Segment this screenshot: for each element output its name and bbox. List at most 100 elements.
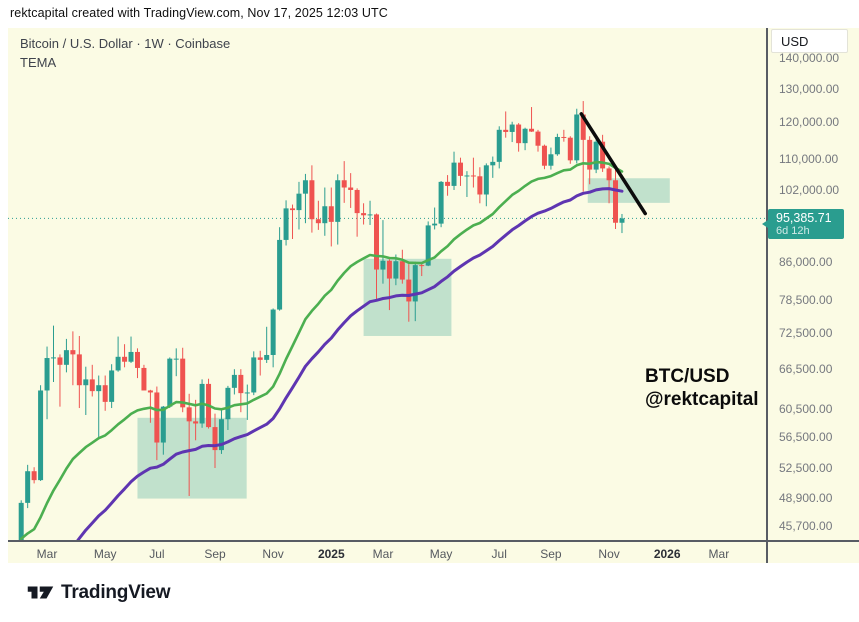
- price-tick-label: 56,500.00: [779, 430, 833, 445]
- candle-body: [412, 265, 418, 302]
- accumulation-range-2024[interactable]: [137, 417, 247, 499]
- candle-body: [38, 390, 44, 481]
- candle-body: [464, 175, 470, 177]
- candle-body: [257, 357, 263, 360]
- candle-body: [251, 357, 257, 393]
- candle-body: [134, 351, 140, 368]
- candle-body: [122, 356, 128, 362]
- candle-body: [109, 370, 115, 402]
- price-tick-label: 72,500.00: [779, 326, 833, 341]
- candle-body: [89, 379, 95, 392]
- symbol-title-line: Bitcoin / U.S. Dollar · 1W · Coinbase: [20, 36, 231, 51]
- indicator-label: TEMA: [20, 55, 57, 70]
- candle-body: [348, 187, 354, 190]
- month-label: Sep: [204, 547, 226, 561]
- candle-body: [193, 421, 199, 424]
- candle-body: [399, 261, 405, 280]
- candle-body: [160, 406, 166, 443]
- last-price-value: 95,385.71: [776, 211, 832, 226]
- tradingview-logo-text: TradingView: [61, 581, 171, 603]
- candle-body: [25, 471, 31, 503]
- currency-label[interactable]: USD: [771, 29, 848, 53]
- candle-body: [445, 181, 451, 186]
- candle-body: [277, 239, 283, 310]
- price-tick-label: 102,000.00: [779, 183, 840, 198]
- candle-body: [580, 114, 586, 140]
- candle-body: [51, 357, 56, 359]
- candle-body: [115, 356, 121, 371]
- candle-body: [283, 208, 289, 240]
- candle-body: [18, 502, 24, 540]
- candle-body: [167, 358, 173, 407]
- trendline-drawing[interactable]: [579, 112, 647, 216]
- price-tick-label: 120,000.00: [779, 115, 840, 130]
- candle-body: [483, 165, 489, 195]
- candle-body: [574, 114, 580, 161]
- price-tick-label: 140,000.00: [779, 51, 840, 65]
- candle-body: [593, 141, 599, 170]
- candle-body: [354, 189, 360, 214]
- candle-body: [31, 471, 37, 481]
- candle-body: [561, 136, 567, 138]
- chart-frame: Bitcoin / U.S. Dollar · 1W · Coinbase TE…: [8, 28, 859, 563]
- candle-body: [186, 407, 192, 422]
- candle-body: [147, 390, 153, 393]
- candle-body: [70, 350, 76, 355]
- candle-body: [290, 208, 296, 211]
- watermark-handle: @rektcapital: [645, 389, 759, 410]
- candle-body: [567, 137, 573, 161]
- candle-body: [451, 162, 457, 186]
- candle-body: [315, 219, 321, 224]
- candle-body: [522, 128, 528, 144]
- candle-body: [322, 206, 328, 224]
- candle-body: [264, 354, 270, 360]
- candle-body: [361, 213, 367, 216]
- candle-body: [180, 358, 186, 408]
- candle-body: [374, 214, 379, 270]
- price-tick-label: 78,500.00: [779, 292, 833, 307]
- price-axis[interactable]: USD 140,000.00 130,000.00 120,000.00 110,00…: [762, 28, 859, 540]
- month-label: Mar: [372, 547, 394, 561]
- month-label: Nov: [262, 547, 284, 561]
- candlestick-chart[interactable]: [8, 28, 766, 540]
- candle-body: [225, 387, 231, 420]
- month-label: May: [93, 547, 117, 561]
- candle-body: [393, 261, 399, 279]
- price-tick-label: 52,500.00: [779, 461, 833, 475]
- candle-body: [516, 124, 522, 144]
- candle-body: [44, 358, 50, 391]
- candle-body: [309, 180, 315, 220]
- price-tick-label: 60,500.00: [779, 401, 833, 416]
- month-label: Nov: [598, 547, 620, 561]
- candle-body: [231, 374, 237, 388]
- month-label: Sep: [540, 547, 562, 561]
- tradingview-logo: TradingView: [27, 581, 171, 604]
- attribution-text: rektcapital created with TradingView.com…: [10, 6, 388, 20]
- candle-body: [57, 357, 63, 365]
- candle-body: [335, 180, 341, 222]
- chart-watermark: BTC/USD @rektcapital: [645, 365, 759, 411]
- price-axis-divider: [766, 28, 768, 563]
- candle-body: [102, 385, 108, 402]
- price-tick-label: 66,500.00: [779, 362, 833, 377]
- candle-body: [490, 161, 496, 166]
- candle-body: [76, 354, 82, 386]
- candle-body: [218, 419, 224, 451]
- candle-body: [541, 145, 547, 166]
- countdown-timer: 6d 12h: [776, 225, 810, 238]
- candle-body: [470, 175, 476, 177]
- price-tick-label: 45,700.00: [779, 519, 833, 533]
- price-tick-label: 130,000.00: [779, 81, 840, 96]
- candle-body: [173, 358, 179, 360]
- candle-body: [554, 136, 560, 155]
- month-label: Jul: [149, 547, 165, 561]
- candle-body: [367, 214, 373, 216]
- tema-slow-line: [76, 187, 624, 540]
- candle-body: [386, 260, 392, 279]
- candle-body: [154, 392, 160, 443]
- candle-body: [296, 193, 302, 211]
- time-axis[interactable]: Mar May Jul Sep Nov 2025 Mar May Jul Sep Nov 2026 Ma…: [8, 540, 859, 565]
- candle-body: [83, 379, 89, 386]
- plot-area[interactable]: Bitcoin / U.S. Dollar · 1W · Coinbase TE…: [8, 28, 766, 540]
